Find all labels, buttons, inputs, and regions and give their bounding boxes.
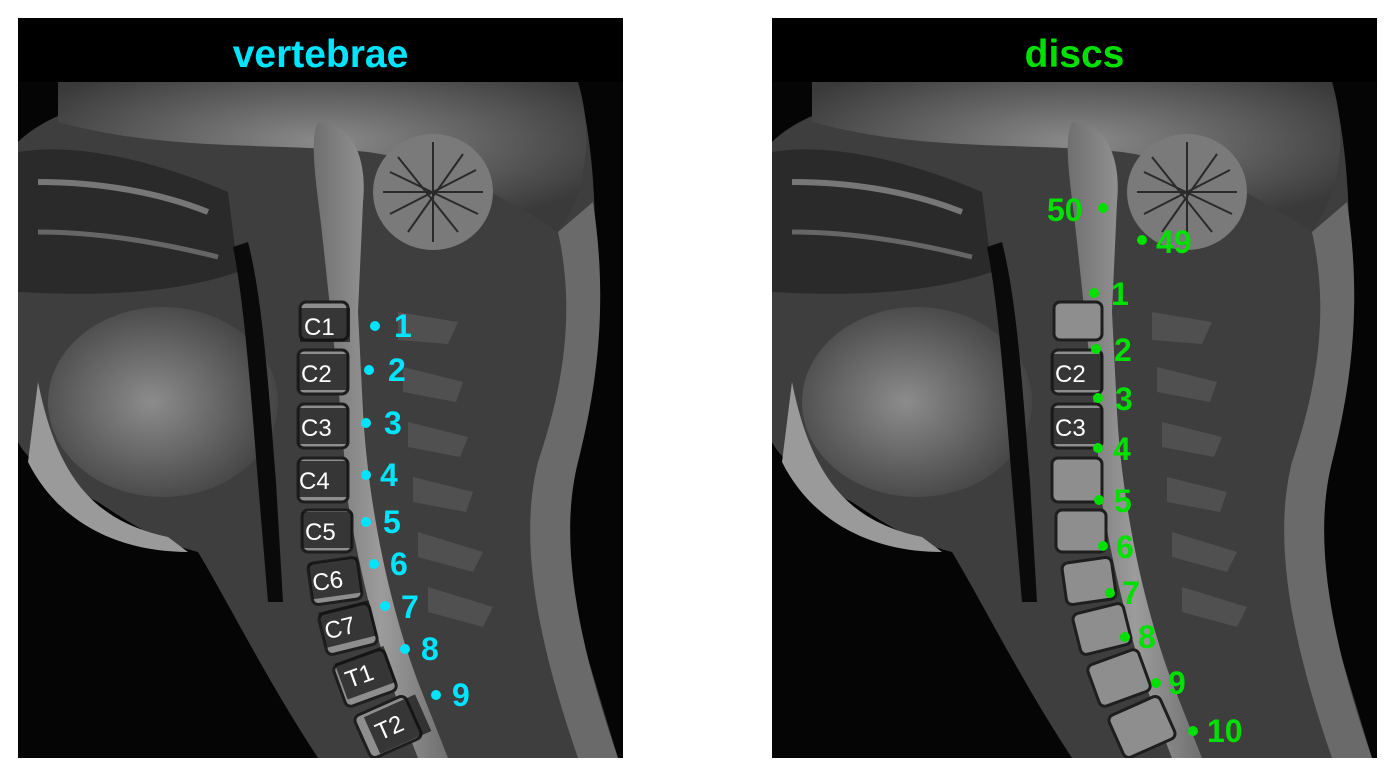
vertebra-marker-label-1: 1 bbox=[394, 308, 412, 344]
vertebra-marker-dot-6 bbox=[369, 559, 379, 569]
disc-marker-label-49: 49 bbox=[1156, 224, 1192, 260]
svg-text:C2: C2 bbox=[301, 361, 332, 388]
disc-marker-label-5: 5 bbox=[1114, 483, 1132, 519]
discs-panel: discs bbox=[772, 18, 1377, 758]
disc-marker-label-8: 8 bbox=[1138, 619, 1156, 655]
vertebrae-overlay: C1 C2 C3 C4 C5 C6 bbox=[298, 308, 470, 754]
disc-anatomy-label-c3: C3 bbox=[1052, 408, 1102, 444]
discs-overlay: C2 C3 50 49 1 2 3 4 5 6 7 bbox=[1047, 192, 1243, 749]
disc-marker-label-6: 6 bbox=[1116, 529, 1134, 565]
disc-marker-dot-10 bbox=[1188, 726, 1198, 736]
vertebra-marker-label-3: 3 bbox=[384, 405, 402, 441]
vertebra-marker-dot-3 bbox=[361, 418, 371, 428]
disc-marker-dot-4 bbox=[1093, 443, 1103, 453]
vertebra-marker-label-6: 6 bbox=[390, 546, 408, 582]
vertebra-label-c3: C3 bbox=[298, 408, 348, 444]
disc-marker-dot-7 bbox=[1105, 588, 1115, 598]
vertebra-marker-dot-5 bbox=[361, 517, 371, 527]
svg-text:C1: C1 bbox=[304, 314, 335, 341]
disc-marker-dot-2 bbox=[1091, 344, 1101, 354]
vertebra-label-group: C1 C2 C3 C4 C5 C6 bbox=[298, 308, 432, 754]
disc-marker-dot-49 bbox=[1137, 235, 1147, 245]
disc-marker-label-3: 3 bbox=[1115, 381, 1133, 417]
svg-text:C3: C3 bbox=[1055, 415, 1086, 442]
vertebra-marker-group: 1 2 3 4 5 6 7 8 9 bbox=[361, 308, 470, 713]
disc-marker-label-7: 7 bbox=[1122, 575, 1140, 611]
vertebra-marker-dot-9 bbox=[431, 690, 441, 700]
vertebra-marker-dot-2 bbox=[364, 365, 374, 375]
disc-anatomy-label-c2: C2 bbox=[1052, 354, 1102, 390]
vertebra-marker-dot-7 bbox=[380, 601, 390, 611]
vertebra-label-c6: C6 bbox=[307, 556, 363, 600]
disc-marker-label-9: 9 bbox=[1168, 665, 1186, 701]
vertebra-label-t1: T1 bbox=[334, 645, 397, 700]
disc-marker-dot-50 bbox=[1098, 203, 1108, 213]
vertebra-label-c7: C7 bbox=[318, 600, 378, 648]
disc-marker-dot-8 bbox=[1120, 632, 1130, 642]
svg-text:C4: C4 bbox=[299, 468, 330, 495]
vertebra-marker-label-9: 9 bbox=[452, 677, 470, 713]
disc-marker-label-4: 4 bbox=[1113, 431, 1131, 467]
disc-anatomy-label-group: C2 C3 bbox=[1052, 354, 1102, 444]
vertebra-label-c1: C1 bbox=[300, 308, 350, 342]
disc-marker-label-50: 50 bbox=[1047, 192, 1083, 228]
vertebra-marker-label-2: 2 bbox=[388, 352, 406, 388]
disc-marker-dot-5 bbox=[1094, 495, 1104, 505]
vertebra-marker-label-8: 8 bbox=[421, 631, 439, 667]
svg-text:C5: C5 bbox=[305, 519, 336, 546]
vertebra-marker-label-7: 7 bbox=[401, 589, 419, 625]
disc-marker-label-10: 10 bbox=[1207, 713, 1243, 749]
disc-marker-dot-1 bbox=[1089, 288, 1099, 298]
svg-text:C6: C6 bbox=[311, 566, 345, 597]
svg-text:C3: C3 bbox=[301, 415, 332, 442]
disc-marker-dot-6 bbox=[1098, 541, 1108, 551]
vertebra-label-c5: C5 bbox=[302, 512, 352, 548]
vertebra-label-t2: T2 bbox=[363, 694, 432, 754]
vertebra-label-c4: C4 bbox=[298, 461, 348, 497]
vertebrae-panel-title: vertebrae bbox=[232, 33, 409, 76]
disc-marker-label-2: 2 bbox=[1114, 332, 1132, 368]
vertebrae-panel: vertebrae bbox=[18, 18, 623, 758]
svg-text:C2: C2 bbox=[1055, 361, 1086, 388]
vertebra-marker-dot-1 bbox=[370, 321, 380, 331]
disc-marker-dot-3 bbox=[1093, 393, 1103, 403]
vertebra-marker-dot-8 bbox=[400, 644, 410, 654]
disc-marker-label-1: 1 bbox=[1111, 276, 1129, 312]
vertebra-marker-dot-4 bbox=[361, 470, 371, 480]
vertebra-marker-label-5: 5 bbox=[383, 504, 401, 540]
vertebra-marker-label-4: 4 bbox=[380, 457, 398, 493]
disc-marker-dot-9 bbox=[1151, 678, 1161, 688]
disc-marker-group: 50 49 1 2 3 4 5 6 7 8 9 10 bbox=[1047, 192, 1243, 749]
discs-panel-title: discs bbox=[1024, 33, 1125, 76]
vertebra-label-c2: C2 bbox=[298, 354, 348, 390]
